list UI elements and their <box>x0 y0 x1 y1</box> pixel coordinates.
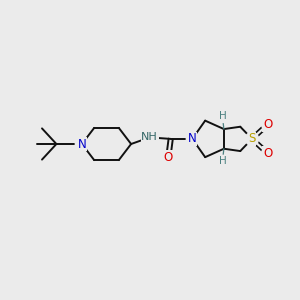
Circle shape <box>186 133 198 145</box>
Text: S: S <box>248 132 256 146</box>
Text: O: O <box>263 147 272 160</box>
Text: H: H <box>218 112 226 122</box>
Circle shape <box>245 132 259 146</box>
Text: H: H <box>218 156 226 166</box>
Text: N: N <box>188 132 197 146</box>
Circle shape <box>262 118 274 130</box>
Circle shape <box>262 147 274 159</box>
Text: O: O <box>164 151 173 164</box>
Circle shape <box>162 152 174 164</box>
Text: NH: NH <box>141 132 158 142</box>
Text: N: N <box>77 137 86 151</box>
Circle shape <box>75 137 88 151</box>
Circle shape <box>216 110 228 122</box>
Circle shape <box>216 155 228 167</box>
Text: O: O <box>263 118 272 131</box>
Circle shape <box>141 129 158 146</box>
